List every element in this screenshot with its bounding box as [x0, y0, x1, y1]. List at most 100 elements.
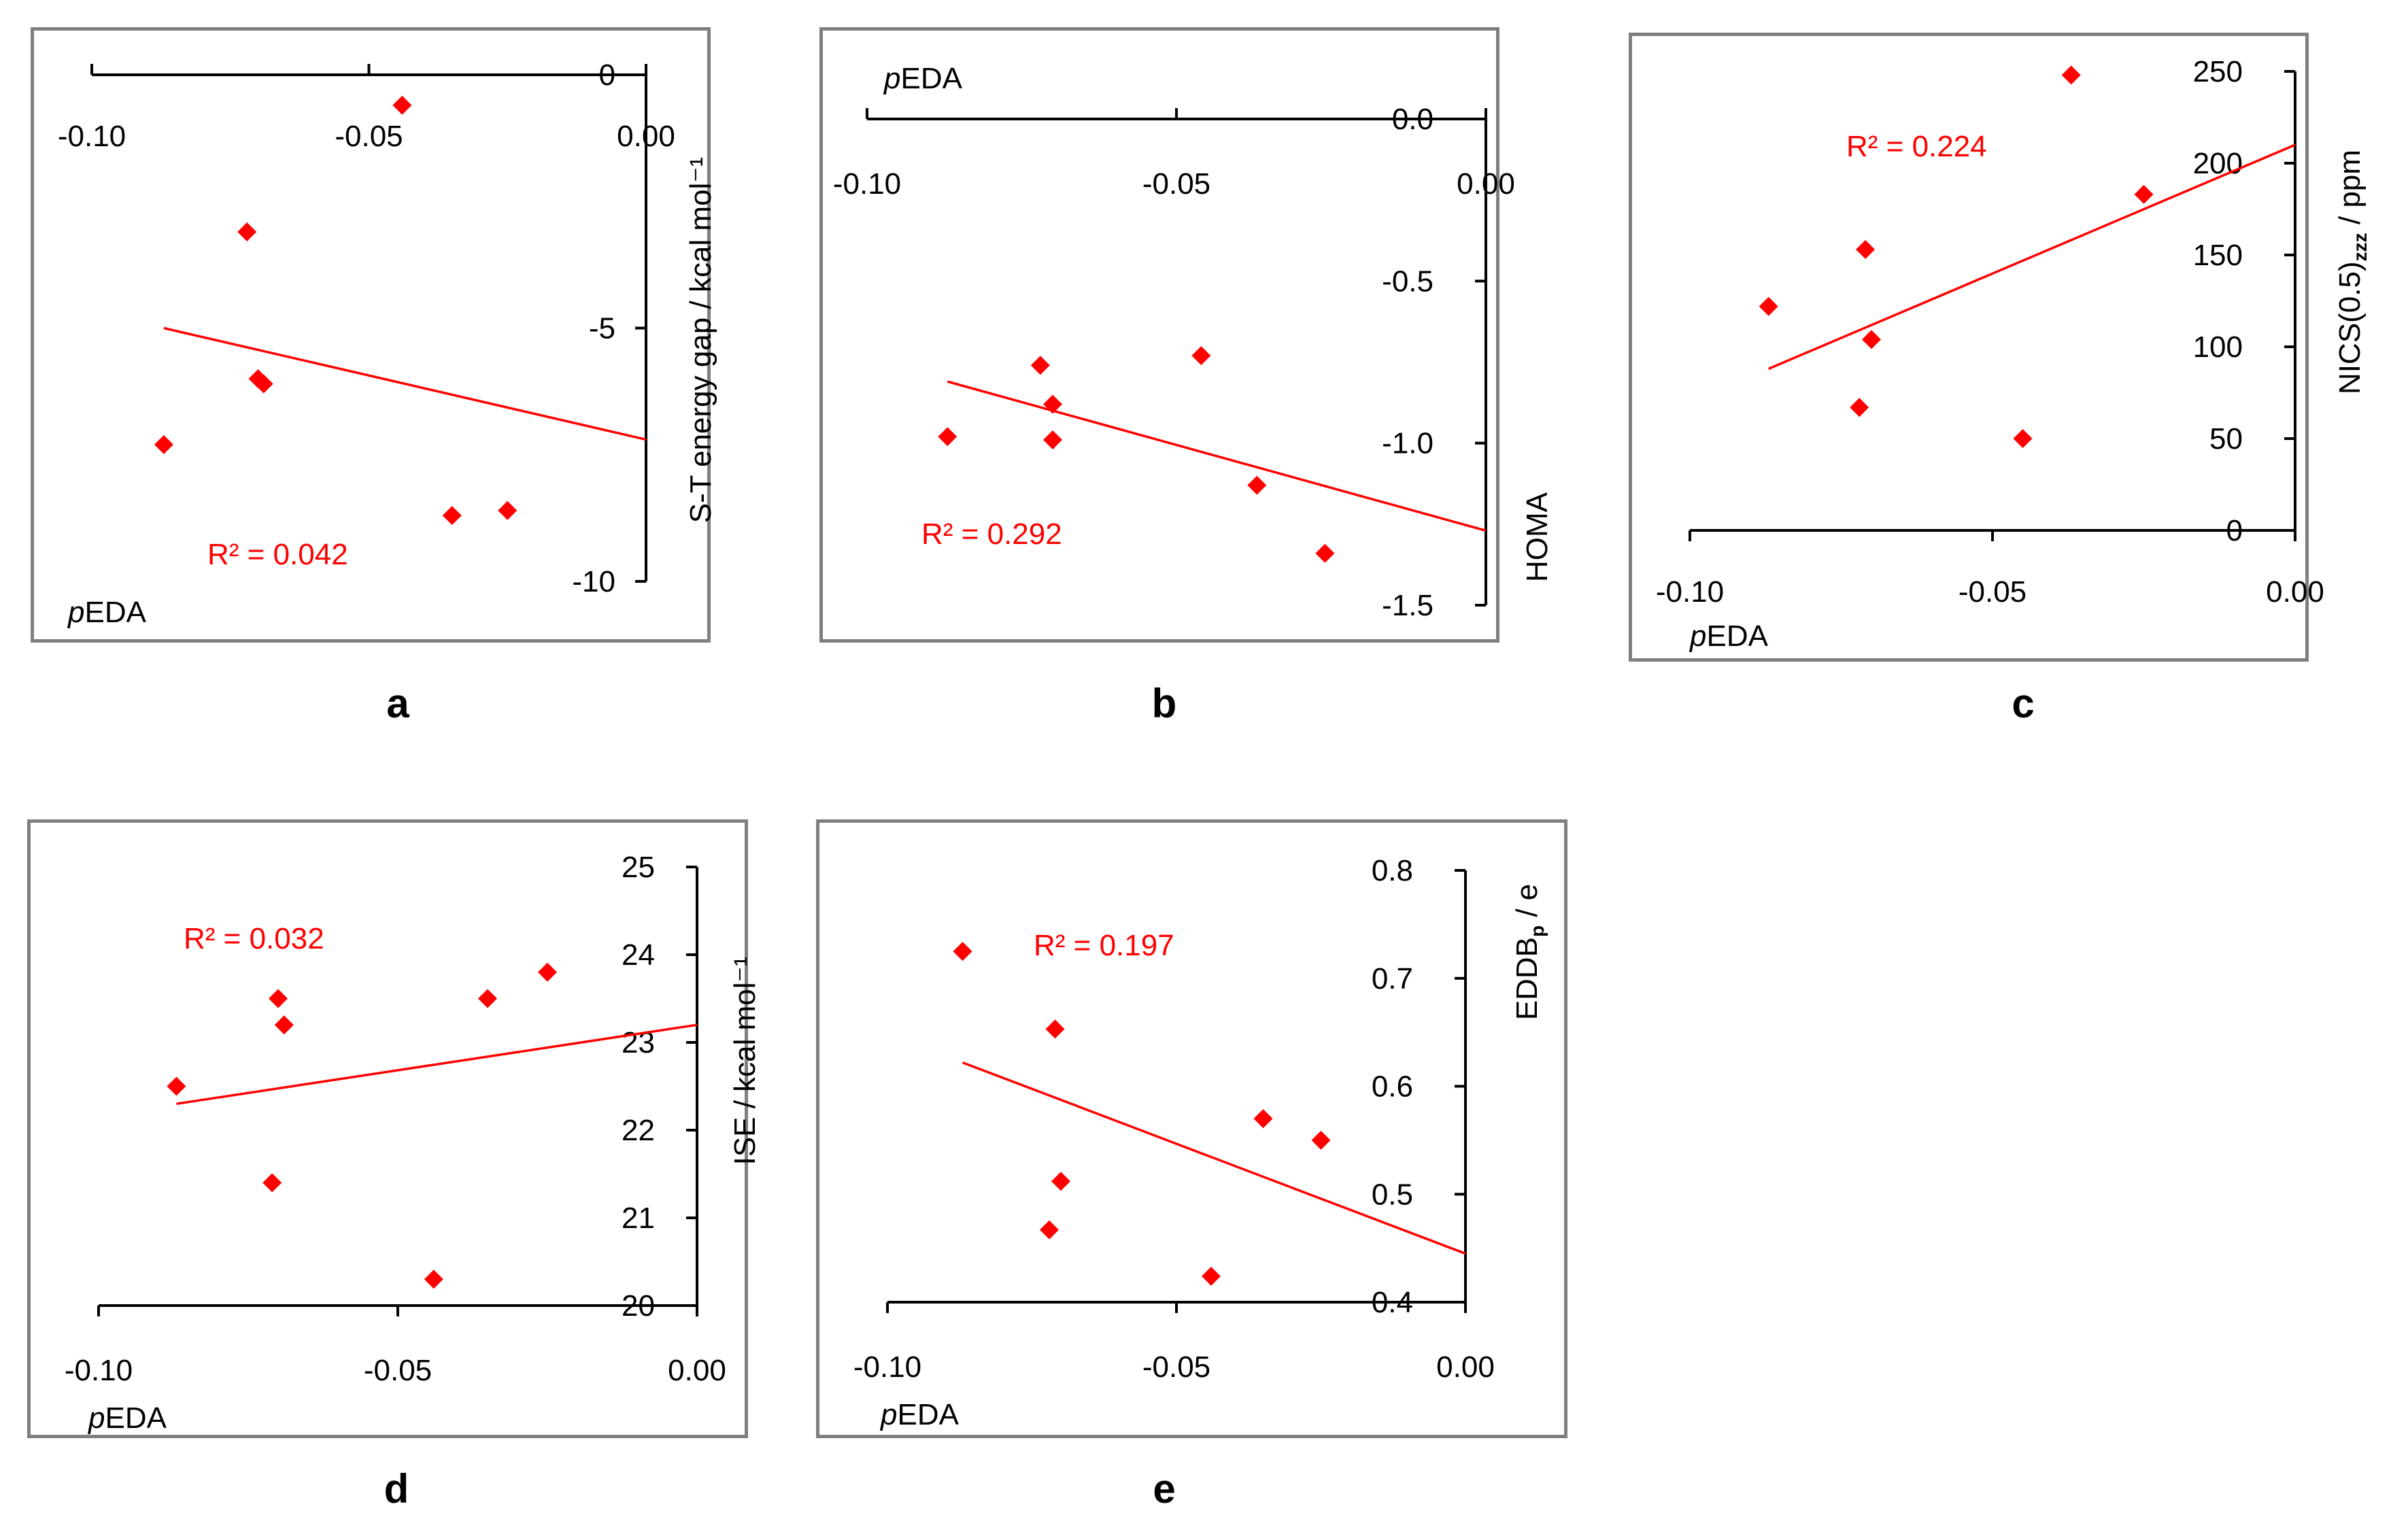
data-point	[1045, 1019, 1065, 1039]
y-tick-label: -1.0	[1382, 427, 1434, 460]
y-tick-label: 50	[2209, 422, 2243, 456]
x-axis-title: pEDA	[1689, 619, 1769, 653]
x-axis-title-prefix: p	[879, 1398, 897, 1431]
data-point	[237, 222, 257, 241]
data-point	[953, 942, 972, 961]
data-point	[1850, 398, 1869, 418]
x-tick-label: -0.10	[58, 120, 126, 153]
y-tick-label: 0.7	[1372, 962, 1413, 995]
x-axis-title: pEDA	[87, 1401, 167, 1435]
x-axis-title-prefix: p	[87, 1401, 105, 1435]
trend-line	[962, 1061, 1466, 1255]
y-tick-label: 22	[622, 1114, 655, 1147]
y-axis-title-subscript: p	[1527, 925, 1548, 937]
y-tick-label: -5	[589, 312, 615, 345]
panel-e-frame	[816, 819, 1567, 1438]
data-point	[1051, 1172, 1070, 1191]
data-point	[262, 1173, 282, 1193]
data-point	[1315, 543, 1335, 563]
data-point	[1043, 430, 1062, 449]
panel-a-frame	[31, 27, 711, 643]
y-tick-label: 0.4	[1372, 1286, 1413, 1319]
data-point	[1253, 1109, 1273, 1129]
y-axis-title: ISE / kcal mol⁻¹	[728, 957, 762, 1165]
x-axis-title-rest: EDA	[897, 1398, 959, 1431]
y-tick-label: 100	[2193, 330, 2243, 364]
y-axis-title-subscript: zzz	[2350, 233, 2371, 261]
y-tick-label: 20	[622, 1289, 655, 1323]
panel-d-label: d	[384, 1466, 409, 1512]
trend-line	[176, 1023, 698, 1106]
x-axis-title-rest: EDA	[84, 596, 146, 629]
data-point	[424, 1270, 443, 1289]
data-point	[538, 962, 557, 982]
x-tick-label: -0.05	[1142, 167, 1210, 201]
data-point	[498, 500, 518, 520]
panel-b-frame	[819, 27, 1499, 643]
y-tick-label: 200	[2193, 147, 2243, 180]
trend-line	[947, 380, 1487, 532]
data-point	[1759, 296, 1778, 316]
y-tick-label: 0.8	[1372, 854, 1413, 887]
data-point	[392, 95, 412, 115]
y-tick-label: 0	[599, 58, 615, 92]
x-tick-label: -0.05	[335, 120, 403, 153]
trend-line	[163, 326, 647, 441]
r-squared-label: R² = 0.292	[921, 517, 1062, 551]
data-point	[1191, 345, 1211, 365]
y-tick-label: -1.5	[1382, 589, 1434, 622]
data-point	[167, 1076, 186, 1096]
data-point	[269, 989, 288, 1008]
data-point	[1311, 1130, 1331, 1150]
x-tick-label: -0.10	[65, 1354, 133, 1387]
y-tick-label: 0.6	[1372, 1070, 1413, 1104]
x-tick-label: -0.10	[1656, 575, 1724, 609]
x-axis-title-rest: EDA	[900, 62, 962, 95]
r-squared-label: R² = 0.197	[1034, 929, 1174, 962]
x-axis-title-rest: EDA	[1706, 619, 1768, 653]
x-tick-label: 0.00	[1457, 167, 1515, 201]
y-tick-label: 0.0	[1392, 103, 1434, 136]
x-axis-title: pEDA	[879, 1398, 960, 1431]
y-axis-title-main: EDDB	[1510, 937, 1544, 1020]
data-point	[2134, 184, 2154, 204]
y-tick-label: 24	[622, 938, 655, 972]
data-point	[1043, 394, 1062, 414]
data-point	[2061, 65, 2081, 85]
y-tick-label: 25	[622, 851, 655, 884]
panel-c-label: c	[2012, 681, 2035, 726]
x-axis-title: pEDA	[67, 596, 147, 629]
data-point	[478, 989, 497, 1008]
x-tick-label: 0.00	[617, 120, 675, 153]
data-point	[1862, 330, 1881, 350]
x-tick-label: -0.05	[364, 1354, 432, 1387]
x-axis-title: pEDA	[883, 62, 963, 95]
data-point	[2013, 429, 2033, 448]
data-point	[154, 435, 173, 454]
trend-line	[1768, 143, 2296, 371]
x-axis-title-prefix: p	[67, 596, 84, 629]
x-tick-label: 0.00	[1436, 1350, 1495, 1384]
y-tick-label: -10	[572, 565, 615, 598]
data-point	[1856, 239, 1876, 259]
y-axis-title: HOMA	[1521, 492, 1554, 582]
r-squared-label: R² = 0.042	[207, 538, 348, 571]
y-axis-title-main: NICS(0.5)	[2333, 261, 2367, 394]
x-tick-label: 0.00	[2266, 575, 2324, 609]
data-point	[1040, 1220, 1059, 1240]
x-tick-label: -0.10	[833, 167, 901, 201]
data-point	[1202, 1266, 1221, 1286]
data-point	[938, 427, 957, 447]
y-tick-label: -0.5	[1382, 265, 1434, 298]
panel-e-label: e	[1153, 1466, 1176, 1512]
r-squared-label: R² = 0.224	[1846, 130, 1987, 163]
y-tick-label: 150	[2193, 239, 2243, 272]
y-axis-title-unit: / e	[1510, 884, 1544, 925]
panel-b-label: b	[1151, 681, 1177, 726]
y-tick-label: 0.5	[1372, 1178, 1413, 1211]
